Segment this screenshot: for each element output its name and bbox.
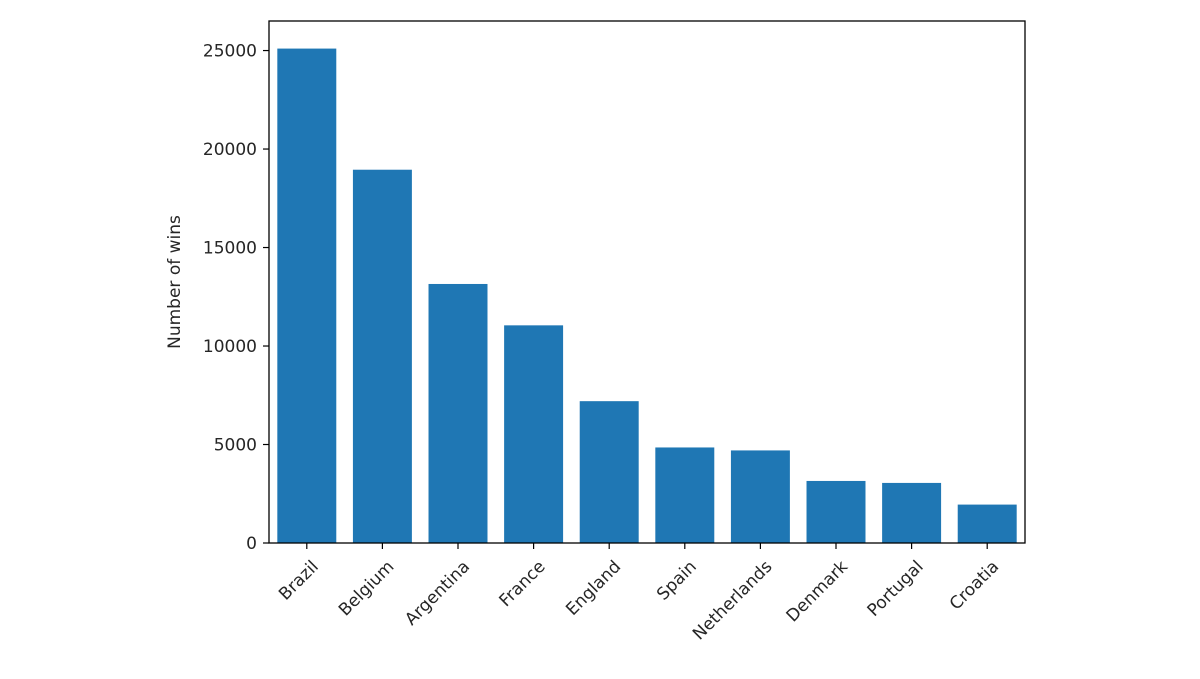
- x-tick-label: Croatia: [946, 557, 1003, 614]
- x-tick-label: Netherlands: [689, 557, 777, 645]
- bar-england: [579, 401, 639, 543]
- bar-france: [504, 325, 564, 543]
- x-tick-label: Denmark: [783, 557, 853, 627]
- y-tick-label: 20000: [203, 140, 257, 160]
- y-tick-label: 15000: [203, 239, 257, 259]
- x-tick-label: England: [562, 557, 625, 620]
- x-axis-ticks: Brazil Belgium Argentina France England Spain…: [275, 543, 1003, 644]
- y-tick-label: 0: [246, 534, 257, 554]
- bar-denmark: [806, 480, 866, 543]
- y-tick-label: 10000: [203, 337, 257, 357]
- x-tick-label: Argentina: [401, 557, 474, 630]
- y-axis-ticks: 0 5000 10000 15000 20000 25000: [203, 42, 269, 554]
- x-tick-label: Belgium: [335, 557, 398, 620]
- y-axis-label: Number of wins: [165, 215, 185, 349]
- bar-brazil: [277, 48, 337, 543]
- plot-frame: [268, 20, 1026, 544]
- bar-croatia: [957, 504, 1017, 543]
- x-tick-label: France: [496, 557, 550, 611]
- bar-belgium: [352, 169, 412, 543]
- x-tick-label: Portugal: [864, 557, 928, 621]
- bar-portugal: [882, 482, 942, 543]
- bars-layer: [277, 48, 1017, 543]
- bar-netherlands: [730, 450, 790, 543]
- y-tick-label: 25000: [203, 42, 257, 62]
- bar-spain: [655, 447, 715, 543]
- bar-argentina: [428, 283, 488, 543]
- x-tick-label: Spain: [653, 557, 701, 605]
- y-tick-label: 5000: [214, 436, 257, 456]
- x-tick-label: Brazil: [275, 557, 323, 605]
